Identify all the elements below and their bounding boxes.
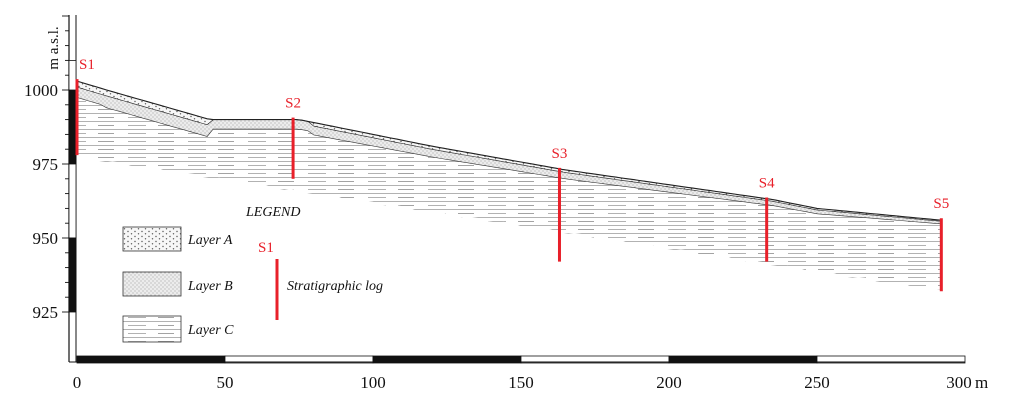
y-scale-segment — [68, 89, 77, 165]
y-tick-label: 1000 — [24, 81, 58, 100]
legend-label-layer-c: Layer C — [187, 323, 234, 338]
legend: LEGEND Layer A Layer B Layer C S1 Strati… — [122, 205, 383, 343]
legend-log-symbol-label: S1 — [258, 240, 274, 256]
x-tick-label: 50 — [217, 373, 234, 392]
x-tick-labels: 0 50 100 150 200 250 300 — [73, 373, 972, 392]
x-unit-label: m — [975, 373, 988, 392]
y-scale-segment — [68, 60, 77, 91]
y-scale-segment — [68, 237, 77, 313]
legend-title: LEGEND — [245, 205, 300, 220]
y-scale-bar — [68, 60, 77, 313]
legend-label-layer-a: Layer A — [187, 233, 233, 248]
log-label-s5: S5 — [933, 196, 949, 212]
y-axis-title: m a.s.l. — [46, 26, 62, 69]
terrain — [76, 80, 942, 290]
stratigraphic-logs: S1 S2 S3 S4 S5 — [75, 57, 949, 292]
x-tick-label: 100 — [360, 373, 386, 392]
legend-swatch-layer-c — [122, 315, 182, 343]
log-label-s2: S2 — [285, 96, 301, 112]
x-tick-label: 300 — [946, 373, 972, 392]
y-tick-label: 950 — [33, 229, 59, 248]
ground-surface-line — [76, 80, 942, 221]
x-axis: 0 50 100 150 200 250 300 m — [69, 355, 988, 392]
y-tick-labels: 1000 975 950 925 — [24, 81, 58, 322]
y-axis: 1000 975 950 925 m a.s.l. — [24, 15, 77, 362]
log-label-s1: S1 — [79, 57, 95, 73]
x-tick-label: 200 — [656, 373, 682, 392]
legend-swatch-layer-a — [122, 226, 182, 252]
legend-log-label: Stratigraphic log — [287, 279, 383, 294]
x-tick-label: 150 — [508, 373, 534, 392]
x-tick-label: 250 — [804, 373, 830, 392]
legend-swatch-layer-b — [122, 271, 182, 297]
log-label-s3: S3 — [552, 146, 568, 162]
x-scale-bar — [69, 355, 966, 364]
x-tick-label: 0 — [73, 373, 82, 392]
y-scale-segment — [68, 163, 77, 239]
log-label-s4: S4 — [759, 176, 775, 192]
x-scale-segment — [816, 355, 966, 364]
y-minor-ticks — [62, 15, 69, 313]
legend-label-layer-b: Layer B — [187, 279, 233, 294]
y-tick-label: 975 — [33, 155, 59, 174]
y-tick-label: 925 — [33, 303, 59, 322]
